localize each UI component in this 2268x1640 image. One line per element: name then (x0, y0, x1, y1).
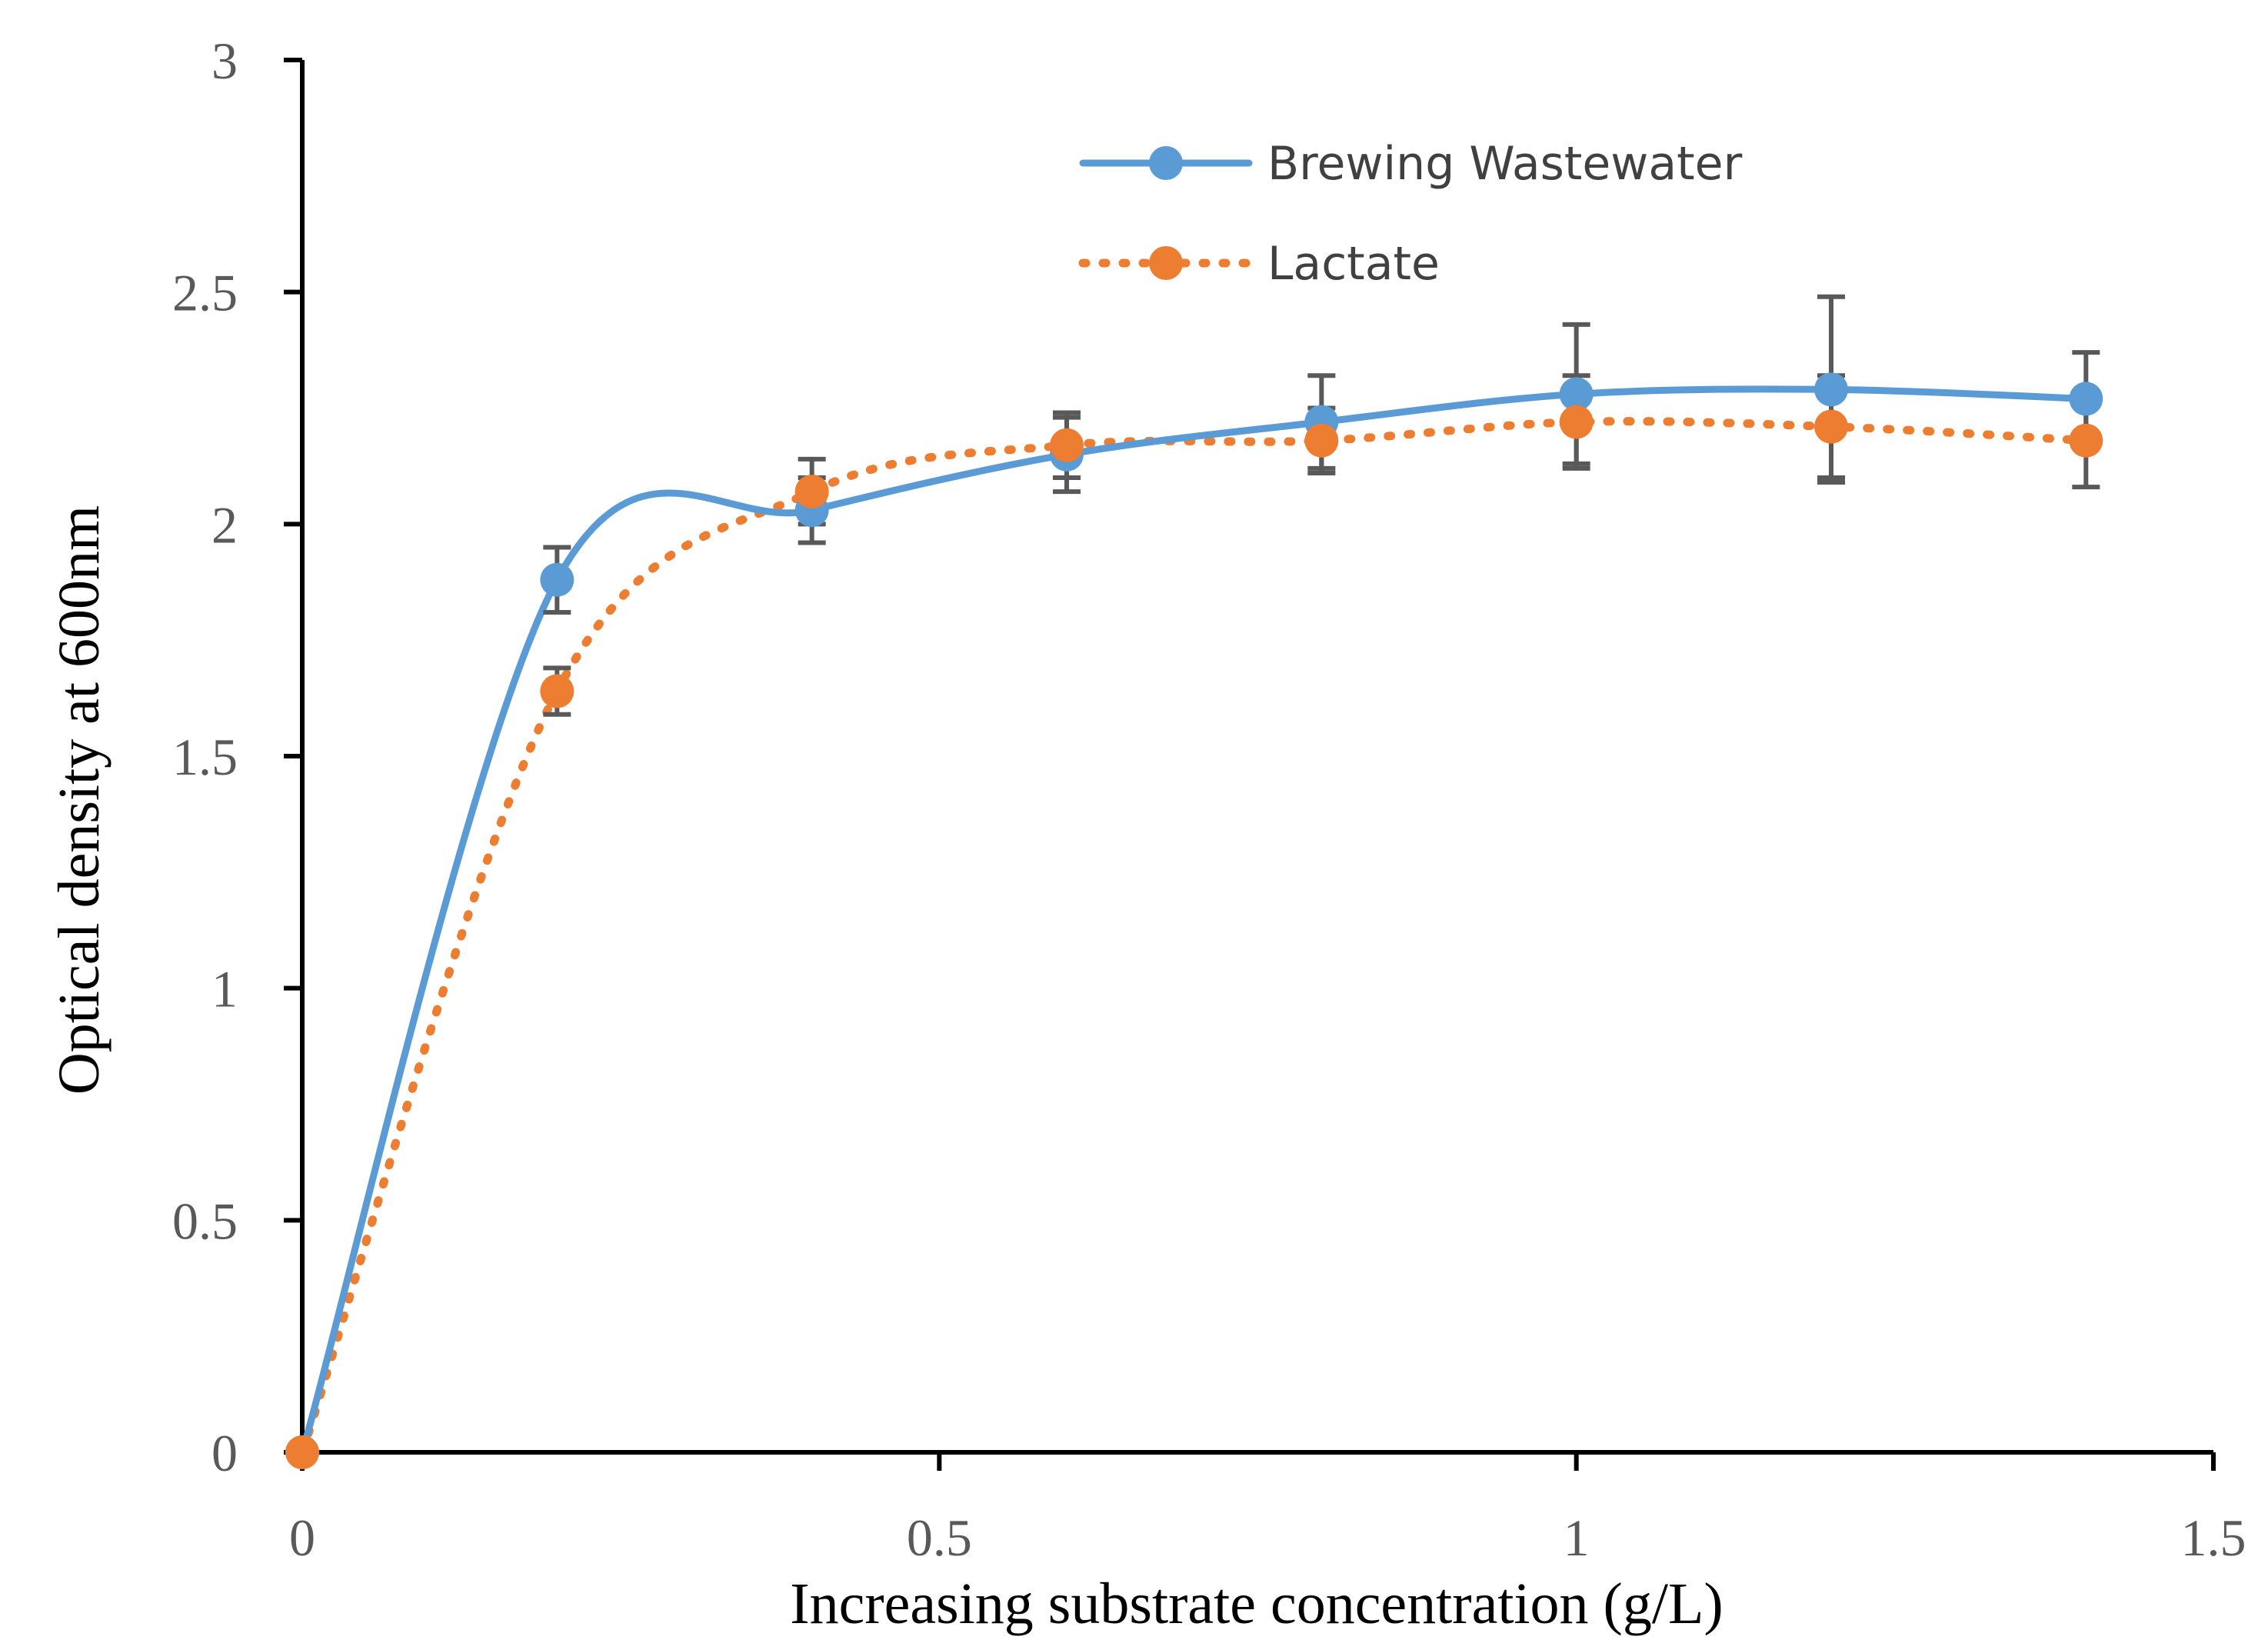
point-lactate-5 (1559, 405, 1594, 439)
y-tick-label-2-5: 2.5 (172, 264, 238, 322)
y-tick-label-0: 0 (211, 1424, 238, 1482)
x-tick-label-1-5: 1.5 (2181, 1508, 2246, 1567)
legend: Brewing Wastewater Lactate (1078, 137, 1743, 291)
point-lactate-6 (1814, 409, 1848, 444)
point-lactate-7 (2069, 423, 2103, 458)
y-tick-label-1: 1 (211, 960, 238, 1018)
y-axis-title: Optical density at 600nm (47, 505, 112, 1095)
point-brewing-wastewater-1 (540, 562, 574, 597)
point-lactate-3 (1050, 428, 1084, 462)
point-lactate-2 (794, 475, 829, 509)
plot-area: 0 0.5 1 1.5 2 2.5 3 0 0.5 1 1.5 (172, 32, 2246, 1567)
point-lactate-1 (540, 674, 574, 708)
point-brewing-wastewater-6 (1814, 372, 1848, 407)
y-tick-label-2: 2 (211, 495, 238, 554)
legend-label-lactate: Lactate (1267, 237, 1440, 291)
point-brewing-wastewater-5 (1559, 377, 1594, 412)
legend-marker-lactate (1149, 246, 1183, 280)
series-line-lactate (298, 417, 2090, 1457)
x-tick-label-0-5: 0.5 (907, 1508, 972, 1567)
x-tick-label-0: 0 (289, 1508, 315, 1567)
y-tick-label-0-5: 0.5 (172, 1192, 238, 1250)
y-tick-label-3: 3 (211, 32, 238, 90)
point-brewing-wastewater-7 (2069, 382, 2103, 416)
legend-label-brewing-wastewater: Brewing Wastewater (1267, 137, 1743, 191)
point-lactate-4 (1304, 423, 1339, 458)
x-axis-title: Increasing substrate concentration (g/L) (790, 1572, 1723, 1636)
point-lactate-0 (285, 1435, 319, 1469)
y-tick-label-1-5: 1.5 (172, 728, 238, 786)
x-tick-label-1: 1 (1564, 1508, 1590, 1567)
legend-marker-brewing-wastewater (1149, 146, 1183, 180)
